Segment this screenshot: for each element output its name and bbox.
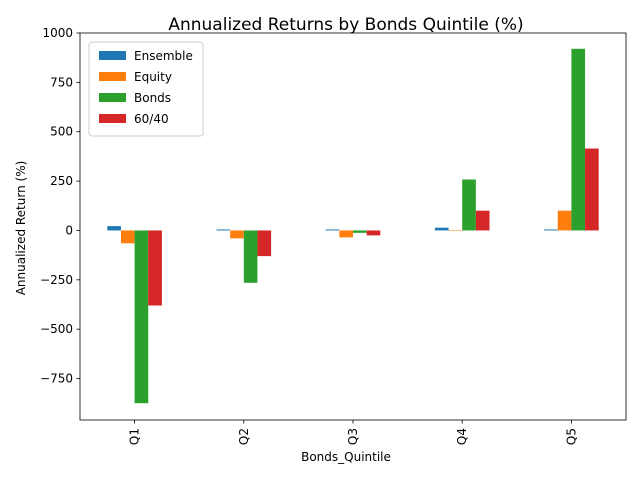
bar-equity-q4 bbox=[448, 230, 463, 231]
bar-bonds-q4 bbox=[462, 179, 476, 231]
legend-swatch-equity bbox=[99, 72, 126, 81]
x-tick-label: Q3 bbox=[346, 428, 360, 445]
bar-equity-q5 bbox=[557, 210, 572, 231]
x-tick-label: Q1 bbox=[128, 428, 142, 445]
legend-swatch-60-40 bbox=[99, 114, 126, 123]
y-tick-label: 500 bbox=[50, 125, 73, 139]
bar-60-40-q4 bbox=[475, 210, 490, 231]
y-tick-label: −250 bbox=[40, 273, 73, 287]
bar-ensemble-q5 bbox=[544, 229, 558, 231]
y-tick-label: 0 bbox=[65, 223, 73, 237]
legend-box bbox=[88, 41, 204, 137]
axes-layer: −750 −500 −250 0 250 500 750 1000 Q1 Q2 Q3 Q4 Q5 bbox=[40, 26, 627, 445]
bar-60-40-q3 bbox=[366, 230, 381, 236]
y-axis-label: Annualized Return (%) bbox=[14, 161, 28, 296]
bar-equity-q2 bbox=[230, 230, 244, 239]
chart-title: Annualized Returns by Bonds Quintile (%) bbox=[168, 15, 523, 35]
y-tick-label: 750 bbox=[50, 75, 73, 89]
bar-60-40-q5 bbox=[585, 148, 599, 231]
bar-bonds-q1 bbox=[134, 230, 149, 404]
x-tick-label: Q5 bbox=[564, 428, 578, 445]
x-tick-label: Q4 bbox=[455, 428, 469, 445]
y-tick-label: −500 bbox=[40, 322, 73, 336]
x-tick-label: Q2 bbox=[237, 428, 251, 445]
legend-swatch-ensemble bbox=[99, 51, 126, 60]
bar-bonds-q3 bbox=[353, 230, 367, 233]
bar-ensemble-q3 bbox=[325, 229, 340, 231]
legend-label-ensemble: Ensemble bbox=[134, 49, 193, 63]
legend-label-bonds: Bonds bbox=[134, 91, 171, 105]
legend-label-60-40: 60/40 bbox=[134, 112, 169, 126]
bar-60-40-q2 bbox=[257, 230, 272, 257]
legend-swatch-bonds bbox=[99, 93, 126, 102]
bar-ensemble-q2 bbox=[216, 229, 231, 231]
bar-bonds-q2 bbox=[243, 230, 258, 283]
bar-60-40-q1 bbox=[148, 230, 162, 306]
legend-label-equity: Equity bbox=[134, 70, 172, 84]
bar-equity-q3 bbox=[339, 230, 353, 238]
y-tick-label: −750 bbox=[40, 372, 73, 386]
x-axis-label: Bonds_Quintile bbox=[301, 450, 391, 464]
y-tick-label: 1000 bbox=[42, 26, 73, 40]
bar-bonds-q5 bbox=[571, 48, 586, 231]
bars-layer bbox=[107, 48, 599, 404]
bar-equity-q1 bbox=[120, 230, 135, 244]
bar-ensemble-q4 bbox=[434, 227, 449, 231]
legend: Ensemble Equity Bonds 60/40 bbox=[88, 41, 204, 137]
bar-ensemble-q1 bbox=[107, 226, 121, 231]
y-tick-label: 250 bbox=[50, 174, 73, 188]
